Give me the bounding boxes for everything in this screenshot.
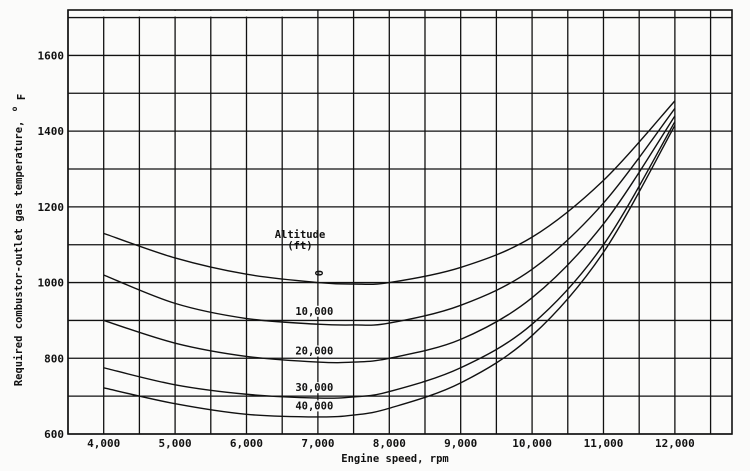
series-label-1: 10,000 bbox=[295, 306, 333, 318]
y-tick-label: 800 bbox=[44, 352, 64, 365]
x-tick-label: 7,000 bbox=[301, 437, 334, 450]
altitude-title: Altitude bbox=[275, 229, 326, 241]
y-tick-label: 1600 bbox=[38, 49, 65, 62]
series-line-2 bbox=[103, 115, 676, 364]
x-tick-label: 8,000 bbox=[373, 437, 406, 450]
series-label-bg bbox=[291, 382, 337, 394]
altitude-unit: (ft) bbox=[287, 240, 312, 252]
x-axis-title: Engine speed, rpm bbox=[341, 453, 448, 465]
series-label-3: 30,000 bbox=[295, 382, 333, 394]
y-tick-label: 1200 bbox=[38, 201, 65, 214]
series-line-3 bbox=[103, 121, 676, 399]
header-cell bbox=[69, 11, 317, 17]
series-label-4: 40,000 bbox=[295, 400, 333, 412]
series-label-0: 0 bbox=[314, 270, 326, 276]
y-tick-label: 600 bbox=[44, 428, 64, 441]
x-tick-label: 4,000 bbox=[87, 437, 120, 450]
y-tick-label: 1400 bbox=[38, 125, 65, 138]
x-tick-label: 6,000 bbox=[230, 437, 263, 450]
series-line-1 bbox=[103, 108, 676, 326]
series-label-2: 20,000 bbox=[295, 346, 333, 358]
svg-text:Required combustor-outlet gas: Required combustor-outlet gas temperatur… bbox=[8, 94, 28, 386]
series-label-bg bbox=[291, 305, 337, 317]
tick-layer: 4,000 5,000 6,000 7,000 8,000 9,000 10,000 11,0… bbox=[38, 49, 695, 450]
x-tick-label: 12,000 bbox=[655, 437, 695, 450]
x-tick-label: 10,000 bbox=[512, 437, 552, 450]
plot-frame bbox=[67, 9, 733, 435]
annotation-layer: Altitude (ft) 0 10,000 20,000 30,000 40,000 bbox=[275, 229, 337, 412]
series-label-bg bbox=[291, 400, 337, 412]
y-axis-title: Required combustor-outlet gas temperatur… bbox=[13, 121, 25, 387]
series-line-4 bbox=[103, 125, 676, 418]
grid-layer bbox=[67, 9, 733, 435]
x-tick-label: 5,000 bbox=[159, 437, 192, 450]
x-tick-label: 9,000 bbox=[444, 437, 477, 450]
series-line-0 bbox=[103, 100, 676, 286]
y-axis-unit-degree: o bbox=[10, 106, 19, 111]
y-tick-label: 1000 bbox=[38, 277, 65, 290]
curve-layer bbox=[103, 100, 676, 418]
series-label-bg bbox=[291, 345, 337, 357]
x-tick-label: 11,000 bbox=[584, 437, 624, 450]
y-axis-title-group: Required combustor-outlet gas temperatur… bbox=[8, 94, 28, 386]
y-axis-unit-f: F bbox=[16, 94, 28, 100]
